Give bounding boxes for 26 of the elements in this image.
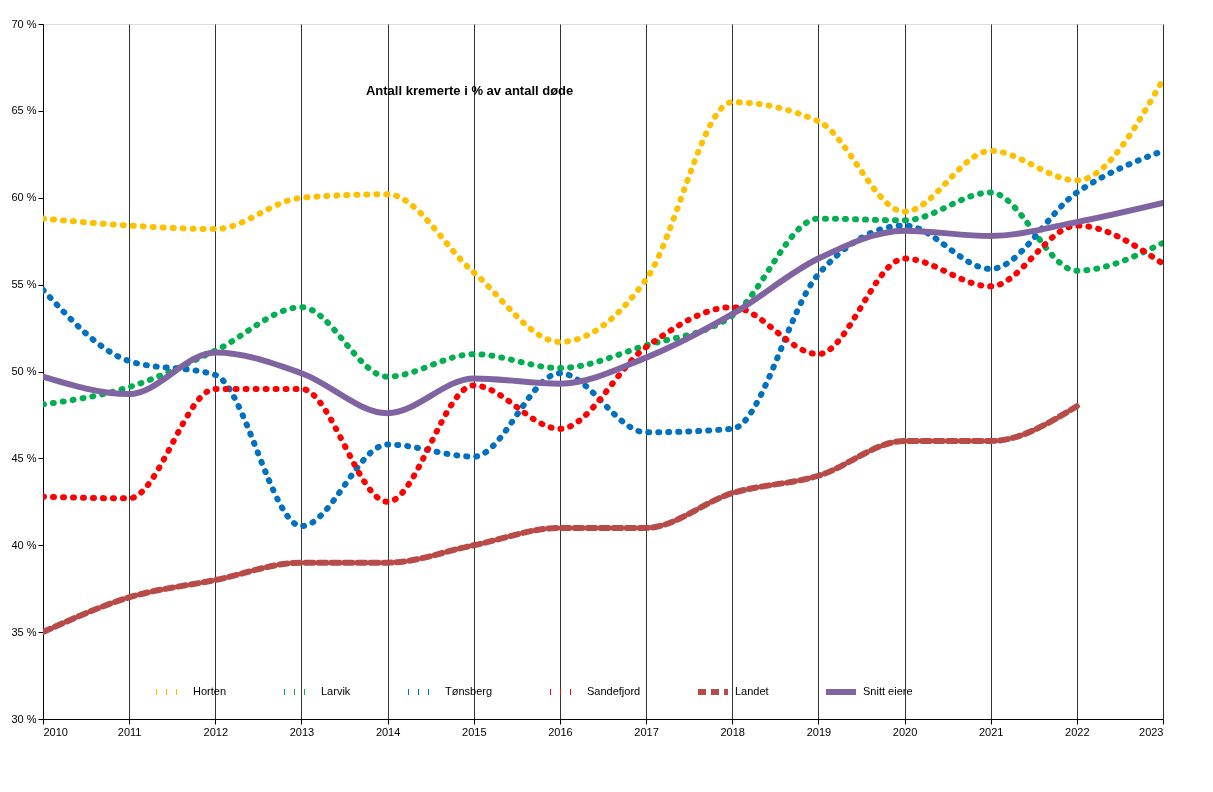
y-tick-label: 70 % [11, 17, 37, 30]
legend-label: Landet [735, 685, 769, 697]
y-tick-label: 55 % [11, 278, 37, 291]
legend-label: Larvik [321, 685, 351, 697]
x-tick-label: 2019 [806, 725, 832, 738]
y-tick-label: 45 % [11, 451, 37, 464]
x-tick-label: 2013 [289, 725, 315, 738]
x-tick-label: 2023 [1139, 725, 1164, 738]
x-tick-label: 2017 [634, 725, 659, 738]
x-tick-label: 2020 [892, 725, 918, 738]
x-tick-label: 2014 [375, 725, 401, 738]
y-tick-label: 60 % [11, 191, 37, 204]
y-tick-label: 65 % [11, 104, 37, 117]
x-tick-label: 2011 [117, 725, 142, 738]
x-tick-label: 2015 [462, 725, 487, 738]
x-tick-label: 2016 [548, 725, 573, 738]
y-tick-label: 35 % [11, 625, 37, 638]
x-tick-label: 2010 [43, 725, 68, 738]
x-tick-label: 2018 [720, 725, 745, 738]
x-tick-label: 2022 [1065, 725, 1090, 738]
x-tick-label: 2012 [203, 725, 229, 738]
y-tick-label: 40 % [11, 538, 37, 551]
legend-label: Sandefjord [587, 685, 641, 697]
y-tick-label: 30 % [11, 712, 37, 725]
y-tick-label: 50 % [11, 365, 37, 377]
x-tick-label: 2021 [978, 725, 1004, 738]
